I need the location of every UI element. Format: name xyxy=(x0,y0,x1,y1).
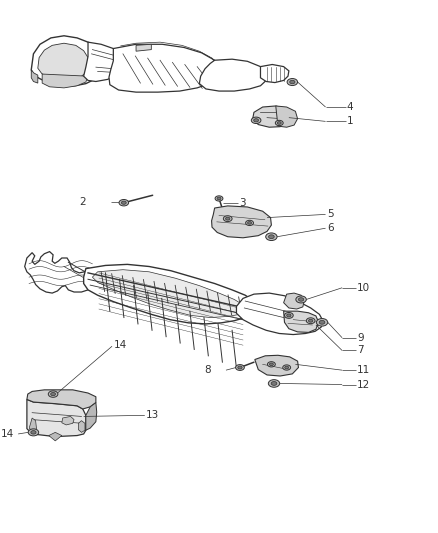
Polygon shape xyxy=(253,106,291,127)
Ellipse shape xyxy=(298,298,304,301)
Text: 14: 14 xyxy=(113,340,127,350)
Ellipse shape xyxy=(308,319,313,322)
Text: 6: 6 xyxy=(327,223,333,233)
Text: 13: 13 xyxy=(146,410,159,421)
Ellipse shape xyxy=(266,233,277,240)
Text: 3: 3 xyxy=(240,198,246,208)
Polygon shape xyxy=(78,421,85,432)
Ellipse shape xyxy=(285,366,289,369)
Polygon shape xyxy=(84,42,124,82)
Ellipse shape xyxy=(223,216,232,222)
Text: 10: 10 xyxy=(357,283,370,293)
Text: 7: 7 xyxy=(357,345,364,356)
Ellipse shape xyxy=(247,222,251,224)
Ellipse shape xyxy=(121,201,126,204)
Ellipse shape xyxy=(251,117,261,124)
Ellipse shape xyxy=(215,196,223,201)
Ellipse shape xyxy=(316,319,328,326)
Ellipse shape xyxy=(296,296,306,303)
Ellipse shape xyxy=(254,119,258,122)
Polygon shape xyxy=(92,270,244,318)
Polygon shape xyxy=(109,44,219,92)
Text: 14: 14 xyxy=(1,429,14,439)
Ellipse shape xyxy=(283,365,290,370)
Ellipse shape xyxy=(287,314,291,317)
Ellipse shape xyxy=(217,197,221,200)
Ellipse shape xyxy=(306,318,315,324)
Ellipse shape xyxy=(28,429,39,436)
Ellipse shape xyxy=(236,365,244,370)
Ellipse shape xyxy=(276,120,283,126)
Polygon shape xyxy=(136,44,151,51)
Ellipse shape xyxy=(226,217,230,220)
Polygon shape xyxy=(62,416,74,425)
Text: 11: 11 xyxy=(357,365,370,375)
Ellipse shape xyxy=(271,382,277,385)
Polygon shape xyxy=(276,106,297,127)
Text: 12: 12 xyxy=(357,379,370,390)
Ellipse shape xyxy=(268,379,280,387)
Text: 2: 2 xyxy=(79,197,86,207)
Polygon shape xyxy=(212,206,272,238)
Polygon shape xyxy=(27,390,96,409)
Ellipse shape xyxy=(290,80,295,84)
Text: 1: 1 xyxy=(347,116,353,126)
Ellipse shape xyxy=(319,320,325,324)
Polygon shape xyxy=(27,399,86,437)
Ellipse shape xyxy=(268,235,274,239)
Polygon shape xyxy=(255,356,298,376)
Ellipse shape xyxy=(119,199,129,206)
Polygon shape xyxy=(42,74,88,88)
Ellipse shape xyxy=(238,366,242,369)
Ellipse shape xyxy=(246,220,254,225)
Text: 9: 9 xyxy=(357,333,364,343)
Polygon shape xyxy=(284,293,304,309)
Ellipse shape xyxy=(48,391,58,397)
Polygon shape xyxy=(199,59,267,91)
Ellipse shape xyxy=(268,362,276,367)
Polygon shape xyxy=(29,418,36,431)
Polygon shape xyxy=(261,64,289,83)
Polygon shape xyxy=(49,432,62,441)
Ellipse shape xyxy=(285,312,293,318)
Polygon shape xyxy=(31,70,38,83)
Text: 8: 8 xyxy=(205,365,211,375)
Polygon shape xyxy=(284,311,318,333)
Polygon shape xyxy=(31,36,102,86)
Polygon shape xyxy=(38,43,89,80)
Polygon shape xyxy=(237,293,323,335)
Polygon shape xyxy=(86,402,97,430)
Text: 5: 5 xyxy=(327,209,333,220)
Ellipse shape xyxy=(269,363,273,366)
Ellipse shape xyxy=(51,392,56,395)
Polygon shape xyxy=(84,264,255,324)
Ellipse shape xyxy=(287,78,297,85)
Text: 4: 4 xyxy=(347,102,353,112)
Ellipse shape xyxy=(31,431,36,434)
Polygon shape xyxy=(25,252,97,293)
Ellipse shape xyxy=(277,122,281,124)
